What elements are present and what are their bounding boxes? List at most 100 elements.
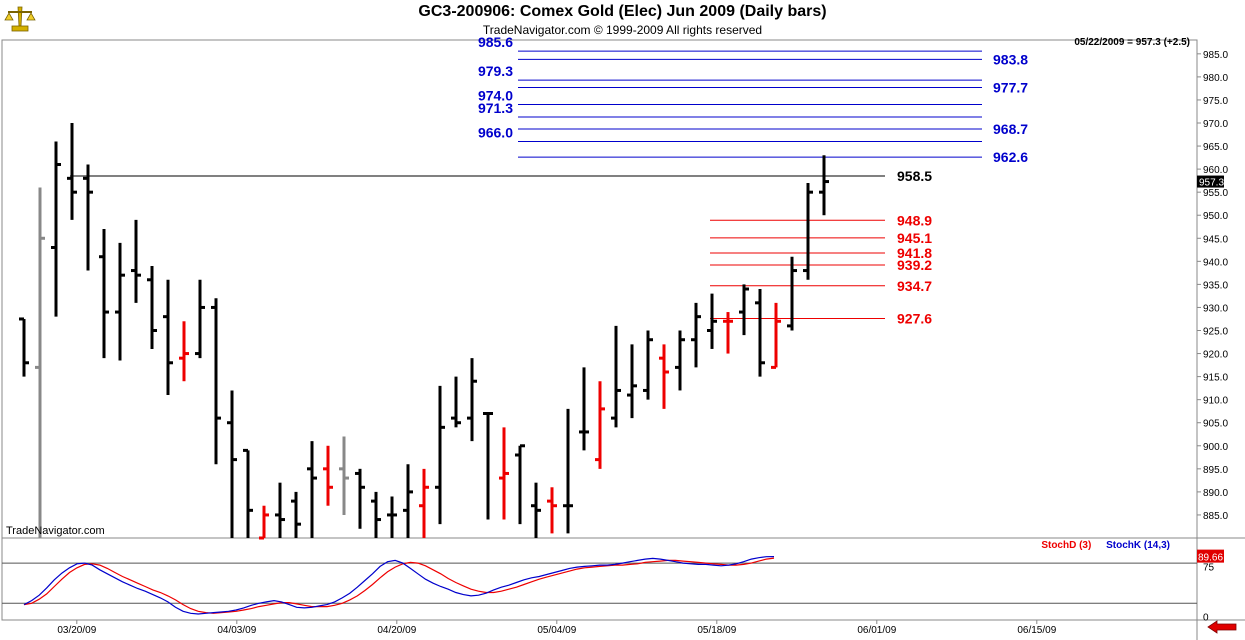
ohlc-bar xyxy=(563,408,573,534)
date-tick-label: 03/20/09 xyxy=(57,625,96,636)
ohlc-bar xyxy=(19,317,29,377)
level-label: 974.0 xyxy=(478,88,513,104)
ohlc-bar xyxy=(163,279,173,396)
stoch-k-label: StochK (14,3) xyxy=(1106,540,1170,551)
left-arrow-icon[interactable] xyxy=(1207,620,1237,634)
level-label: 968.7 xyxy=(993,121,1028,137)
price-tick-label: 985.0 xyxy=(1203,50,1228,61)
level-label: 948.9 xyxy=(897,212,932,228)
ohlc-bar xyxy=(35,187,45,538)
stochastic-legend: StochD (3) StochK (14,3) xyxy=(1041,540,1170,551)
ohlc-bar xyxy=(531,482,541,538)
ohlc-bar xyxy=(307,441,317,538)
price-tick-label: 905.0 xyxy=(1203,419,1228,430)
price-tick-label: 890.0 xyxy=(1203,488,1228,499)
price-tick-label: 970.0 xyxy=(1203,119,1228,130)
ohlc-bar xyxy=(451,376,461,428)
price-bars xyxy=(19,123,829,540)
ohlc-bar xyxy=(643,330,653,400)
price-tick-label: 950.0 xyxy=(1203,211,1228,222)
ohlc-bar xyxy=(339,436,349,515)
level-label: 941.8 xyxy=(897,245,932,261)
ohlc-bar xyxy=(723,312,733,354)
price-axis: 885.0 890.0 895.0 900.0 905.0 910.0 915.0 920.0… xyxy=(1197,50,1228,522)
date-tick-label: 05/18/09 xyxy=(697,625,736,636)
ohlc-bar xyxy=(787,256,797,331)
level-label: 934.7 xyxy=(897,278,932,294)
ohlc-bar xyxy=(819,155,829,216)
ohlc-bar xyxy=(595,381,605,469)
stoch-last-label: 89.66 xyxy=(1198,553,1223,564)
last-price-label: 957.3 xyxy=(1199,178,1224,189)
price-tick-label: 925.0 xyxy=(1203,327,1228,338)
ohlc-bar xyxy=(211,298,221,465)
ohlc-bar xyxy=(275,482,285,538)
stoch-tick-label: 75 xyxy=(1203,562,1215,573)
ohlc-bar xyxy=(99,229,109,359)
ohlc-bar xyxy=(579,367,589,451)
level-label: 985.6 xyxy=(478,34,513,50)
ohlc-bar xyxy=(403,464,413,538)
price-tick-label: 935.0 xyxy=(1203,280,1228,291)
chart-title: GC3-200906: Comex Gold (Elec) Jun 2009 (… xyxy=(418,3,827,20)
level-label: 939.2 xyxy=(897,257,932,273)
price-tick-label: 920.0 xyxy=(1203,350,1228,361)
ohlc-bar xyxy=(627,344,637,419)
date-tick-label: 05/04/09 xyxy=(537,625,576,636)
stoch-k-line xyxy=(23,556,775,615)
ohlc-bar xyxy=(387,496,397,538)
ohlc-bar xyxy=(83,164,93,271)
last-price-info: 05/22/2009 = 957.3 (+2.5) xyxy=(1074,37,1190,48)
ohlc-bar xyxy=(147,265,157,349)
date-tick-label: 06/15/09 xyxy=(1017,625,1056,636)
level-label: 971.3 xyxy=(478,100,513,116)
ohlc-bar xyxy=(675,330,685,391)
ohlc-bar xyxy=(355,468,365,529)
ohlc-bar xyxy=(659,344,669,409)
price-tick-label: 975.0 xyxy=(1203,96,1228,107)
ohlc-bar xyxy=(435,385,445,525)
level-label: 927.6 xyxy=(897,311,932,327)
date-tick-label: 06/01/09 xyxy=(857,625,896,636)
level-label: 983.8 xyxy=(993,51,1028,67)
ohlc-bar xyxy=(67,123,77,220)
ohlc-bar xyxy=(499,427,509,520)
ohlc-bar xyxy=(227,390,237,538)
ohlc-bar xyxy=(771,302,781,369)
ohlc-bar xyxy=(515,444,525,525)
price-tick-label: 960.0 xyxy=(1203,165,1228,176)
level-label: 979.3 xyxy=(478,63,513,79)
price-tick-label: 945.0 xyxy=(1203,234,1228,245)
stoch-last-box xyxy=(1197,549,1224,563)
date-tick-label: 04/03/09 xyxy=(217,625,256,636)
date-tick-label: 04/20/09 xyxy=(377,625,416,636)
gold-scale-icon xyxy=(4,6,36,32)
ohlc-bar xyxy=(323,445,333,506)
stoch-tick-label: 0 xyxy=(1203,613,1209,624)
ohlc-bar xyxy=(467,358,477,442)
price-tick-label: 910.0 xyxy=(1203,396,1228,407)
stoch-d-line xyxy=(23,557,775,614)
level-label: 945.1 xyxy=(897,230,932,246)
ohlc-bar xyxy=(115,242,125,361)
level-label: 966.0 xyxy=(478,124,513,140)
ohlc-bar xyxy=(51,141,61,317)
ohlc-bar xyxy=(291,491,301,538)
ohlc-bar xyxy=(707,293,717,349)
ohlc-bar xyxy=(739,284,749,336)
stoch-d-label: StochD (3) xyxy=(1041,540,1092,551)
ohlc-bar xyxy=(371,491,381,538)
ohlc-bar xyxy=(483,412,493,520)
last-price-box xyxy=(1197,175,1224,188)
ohlc-bar xyxy=(259,505,269,540)
ohlc-bar xyxy=(611,325,621,428)
ohlc-bar xyxy=(803,182,813,280)
level-label: 977.7 xyxy=(993,79,1028,95)
price-tick-label: 885.0 xyxy=(1203,511,1228,522)
price-tick-label: 930.0 xyxy=(1203,303,1228,314)
ohlc-bar xyxy=(547,487,557,534)
price-tick-label: 965.0 xyxy=(1203,142,1228,153)
date-axis: 03/20/09 04/03/09 04/20/09 05/04/09 05/18/09… xyxy=(57,620,1057,636)
